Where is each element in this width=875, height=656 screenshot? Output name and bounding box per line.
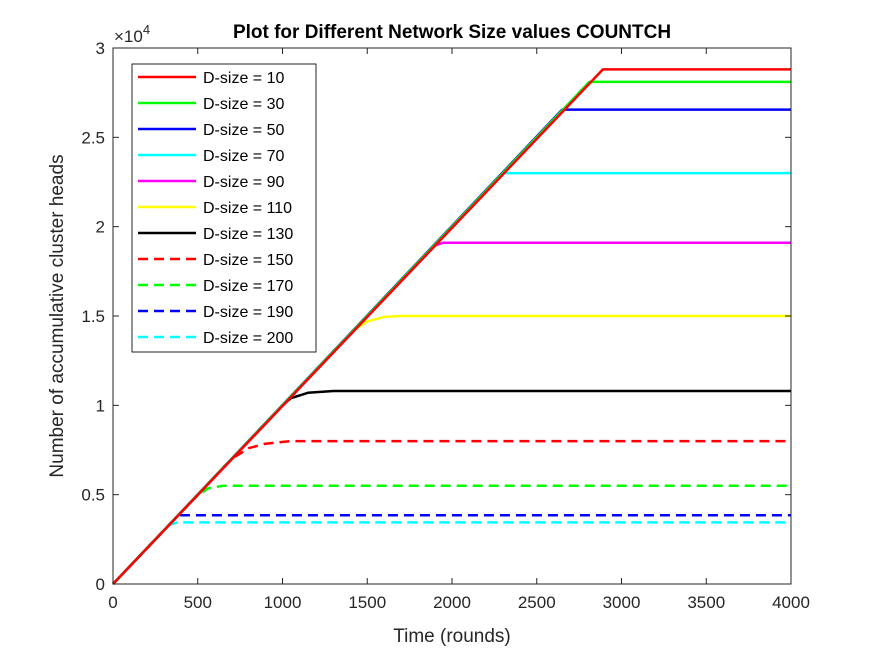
- series-line-1: [112, 68, 791, 585]
- x-tick-label: 0: [108, 593, 117, 612]
- legend-label: D-size = 30: [203, 96, 284, 113]
- legend-entry: D-size = 70: [138, 148, 284, 165]
- x-tick-label: 3500: [687, 593, 725, 612]
- legend-entry: D-size = 90: [138, 174, 284, 191]
- legend-entry: D-size = 170: [138, 278, 293, 295]
- y-tick-label: 1: [96, 396, 105, 415]
- series-line-10: [112, 513, 791, 585]
- y-axis-exponent-base: ×10: [114, 27, 143, 46]
- legend-label: D-size = 50: [203, 122, 284, 139]
- legend-entries: D-size = 10 D-size = 30 D-size = 50 D-size …: [138, 70, 293, 347]
- x-tick-label: 1000: [264, 593, 302, 612]
- y-tick-label: 3: [96, 39, 105, 58]
- legend-entry: D-size = 110: [138, 200, 292, 217]
- series-line-9: [112, 484, 791, 585]
- series-line-8: [112, 439, 791, 585]
- x-axis-label: Time (rounds): [393, 626, 511, 647]
- legend-entry: D-size = 130: [138, 226, 293, 243]
- legend-entry: D-size = 200: [138, 330, 293, 347]
- tick-layer: 0 500 1000 1500 2000 2500 3000 3500 4000 0 0.5 1 1.5…: [81, 39, 810, 612]
- legend-entry: D-size = 150: [138, 252, 293, 269]
- y-tick-label: 2.5: [81, 128, 105, 147]
- y-tick-label: 2: [96, 218, 105, 237]
- legend-label: D-size = 90: [203, 174, 284, 191]
- legend-label: D-size = 190: [203, 304, 293, 321]
- legend-label: D-size = 170: [203, 278, 293, 295]
- legend-label: D-size = 130: [203, 226, 293, 243]
- series-layer: [112, 68, 791, 585]
- legend-label: D-size = 150: [203, 252, 293, 269]
- legend-entry: D-size = 50: [138, 122, 284, 139]
- x-tick-label: 4000: [772, 593, 810, 612]
- x-tick-label: 1500: [348, 593, 386, 612]
- x-tick-label: 500: [184, 593, 212, 612]
- legend-label: D-size = 110: [203, 200, 292, 217]
- x-tick-label: 2500: [518, 593, 556, 612]
- legend-label: D-size = 200: [203, 330, 293, 347]
- legend-label: D-size = 70: [203, 148, 284, 165]
- y-axis-exponent: ×104: [114, 22, 150, 46]
- y-tick-label: 0.5: [81, 486, 105, 505]
- legend: D-size = 10 D-size = 30 D-size = 50 D-size …: [131, 63, 317, 353]
- legend-entry: D-size = 30: [138, 96, 284, 113]
- x-tick-label: 2000: [433, 593, 471, 612]
- chart-title: Plot for Different Network Size values C…: [233, 22, 671, 43]
- x-tick-label: 3000: [603, 593, 641, 612]
- y-tick-label: 1.5: [81, 307, 105, 326]
- legend-label: D-size = 10: [203, 70, 284, 87]
- legend-entry: D-size = 190: [138, 304, 293, 321]
- y-axis-exponent-power: 4: [143, 22, 150, 37]
- y-axis-label: Number of accumulative cluster heads: [47, 154, 68, 477]
- legend-entry: D-size = 10: [138, 70, 284, 87]
- y-tick-label: 0: [96, 575, 105, 594]
